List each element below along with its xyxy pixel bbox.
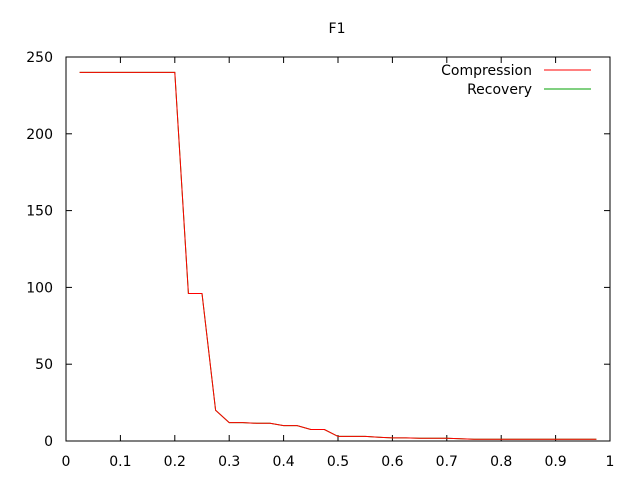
x-tick-label: 0.8 xyxy=(490,454,512,470)
x-tick-label: 0.4 xyxy=(272,454,294,470)
x-tick-label: 0.6 xyxy=(381,454,403,470)
y-tick-label: 0 xyxy=(44,434,53,450)
x-tick-label: 1 xyxy=(606,454,615,470)
x-tick-label: 0.5 xyxy=(327,454,349,470)
y-tick-label: 150 xyxy=(26,204,53,220)
plot-frame xyxy=(65,56,611,442)
x-tick-label: 0.3 xyxy=(218,454,240,470)
chart-title: F1 xyxy=(329,21,346,37)
x-axis: 0 0.1 0.2 0.3 0.4 0.5 0.6 0.7 0.8 0.9 1 xyxy=(62,57,615,470)
x-tick-label: 0.7 xyxy=(436,454,458,470)
x-tick-label: 0.2 xyxy=(164,454,186,470)
legend: Compression Recovery xyxy=(441,63,591,98)
series-line-recovery xyxy=(79,71,597,440)
legend-label-compression: Compression xyxy=(441,63,532,79)
series-line-compression xyxy=(79,71,597,440)
y-tick-label: 100 xyxy=(26,280,53,296)
y-tick-label: 200 xyxy=(26,127,53,143)
series-lines xyxy=(79,71,597,440)
x-tick-label: 0 xyxy=(62,454,71,470)
x-tick-label: 0.9 xyxy=(544,454,566,470)
y-tick-label: 50 xyxy=(35,357,53,373)
y-tick-label: 250 xyxy=(26,50,53,66)
x-tick-label: 0.1 xyxy=(109,454,131,470)
y-axis: 0 50 100 150 200 250 xyxy=(26,50,610,450)
legend-label-recovery: Recovery xyxy=(467,82,532,98)
